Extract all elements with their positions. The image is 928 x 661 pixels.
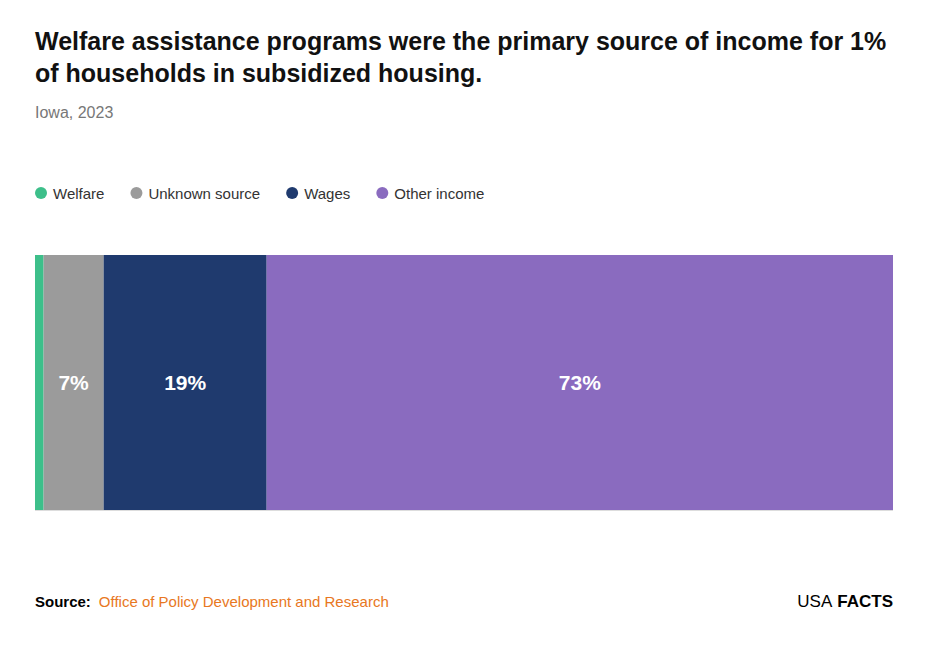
- legend-label: Unknown source: [148, 185, 260, 202]
- title: Welfare assistance programs were the pri…: [35, 27, 886, 87]
- legend-swatch: [286, 187, 298, 199]
- bar-segment: [104, 255, 267, 510]
- data-labels: 7% 19% 73%: [58, 371, 601, 394]
- bars: [35, 255, 893, 510]
- legend-label: Welfare: [53, 185, 104, 202]
- bar-segment: [267, 255, 893, 510]
- source: Office of Policy Development and Researc…: [99, 593, 389, 610]
- legend-swatch: [35, 187, 47, 199]
- brand: FACTS: [837, 592, 893, 611]
- axis-line: [35, 510, 893, 511]
- legend-label: Wages: [304, 185, 350, 202]
- bar-segment: [44, 255, 104, 510]
- chart: Welfare assistance programs were the pri…: [0, 0, 928, 661]
- legend: Welfare Unknown source Wages Other income: [35, 185, 484, 202]
- data-label: 19%: [164, 371, 206, 394]
- legend-swatch: [130, 187, 142, 199]
- source-label: Source:: [35, 593, 91, 610]
- legend-label: Other income: [394, 185, 484, 202]
- data-label: 7%: [58, 371, 89, 394]
- subtitle: Iowa, 2023: [35, 104, 113, 121]
- legend-swatch: [376, 187, 388, 199]
- brand: USA: [797, 592, 833, 611]
- bar-segment: [35, 255, 44, 510]
- data-label: 73%: [559, 371, 601, 394]
